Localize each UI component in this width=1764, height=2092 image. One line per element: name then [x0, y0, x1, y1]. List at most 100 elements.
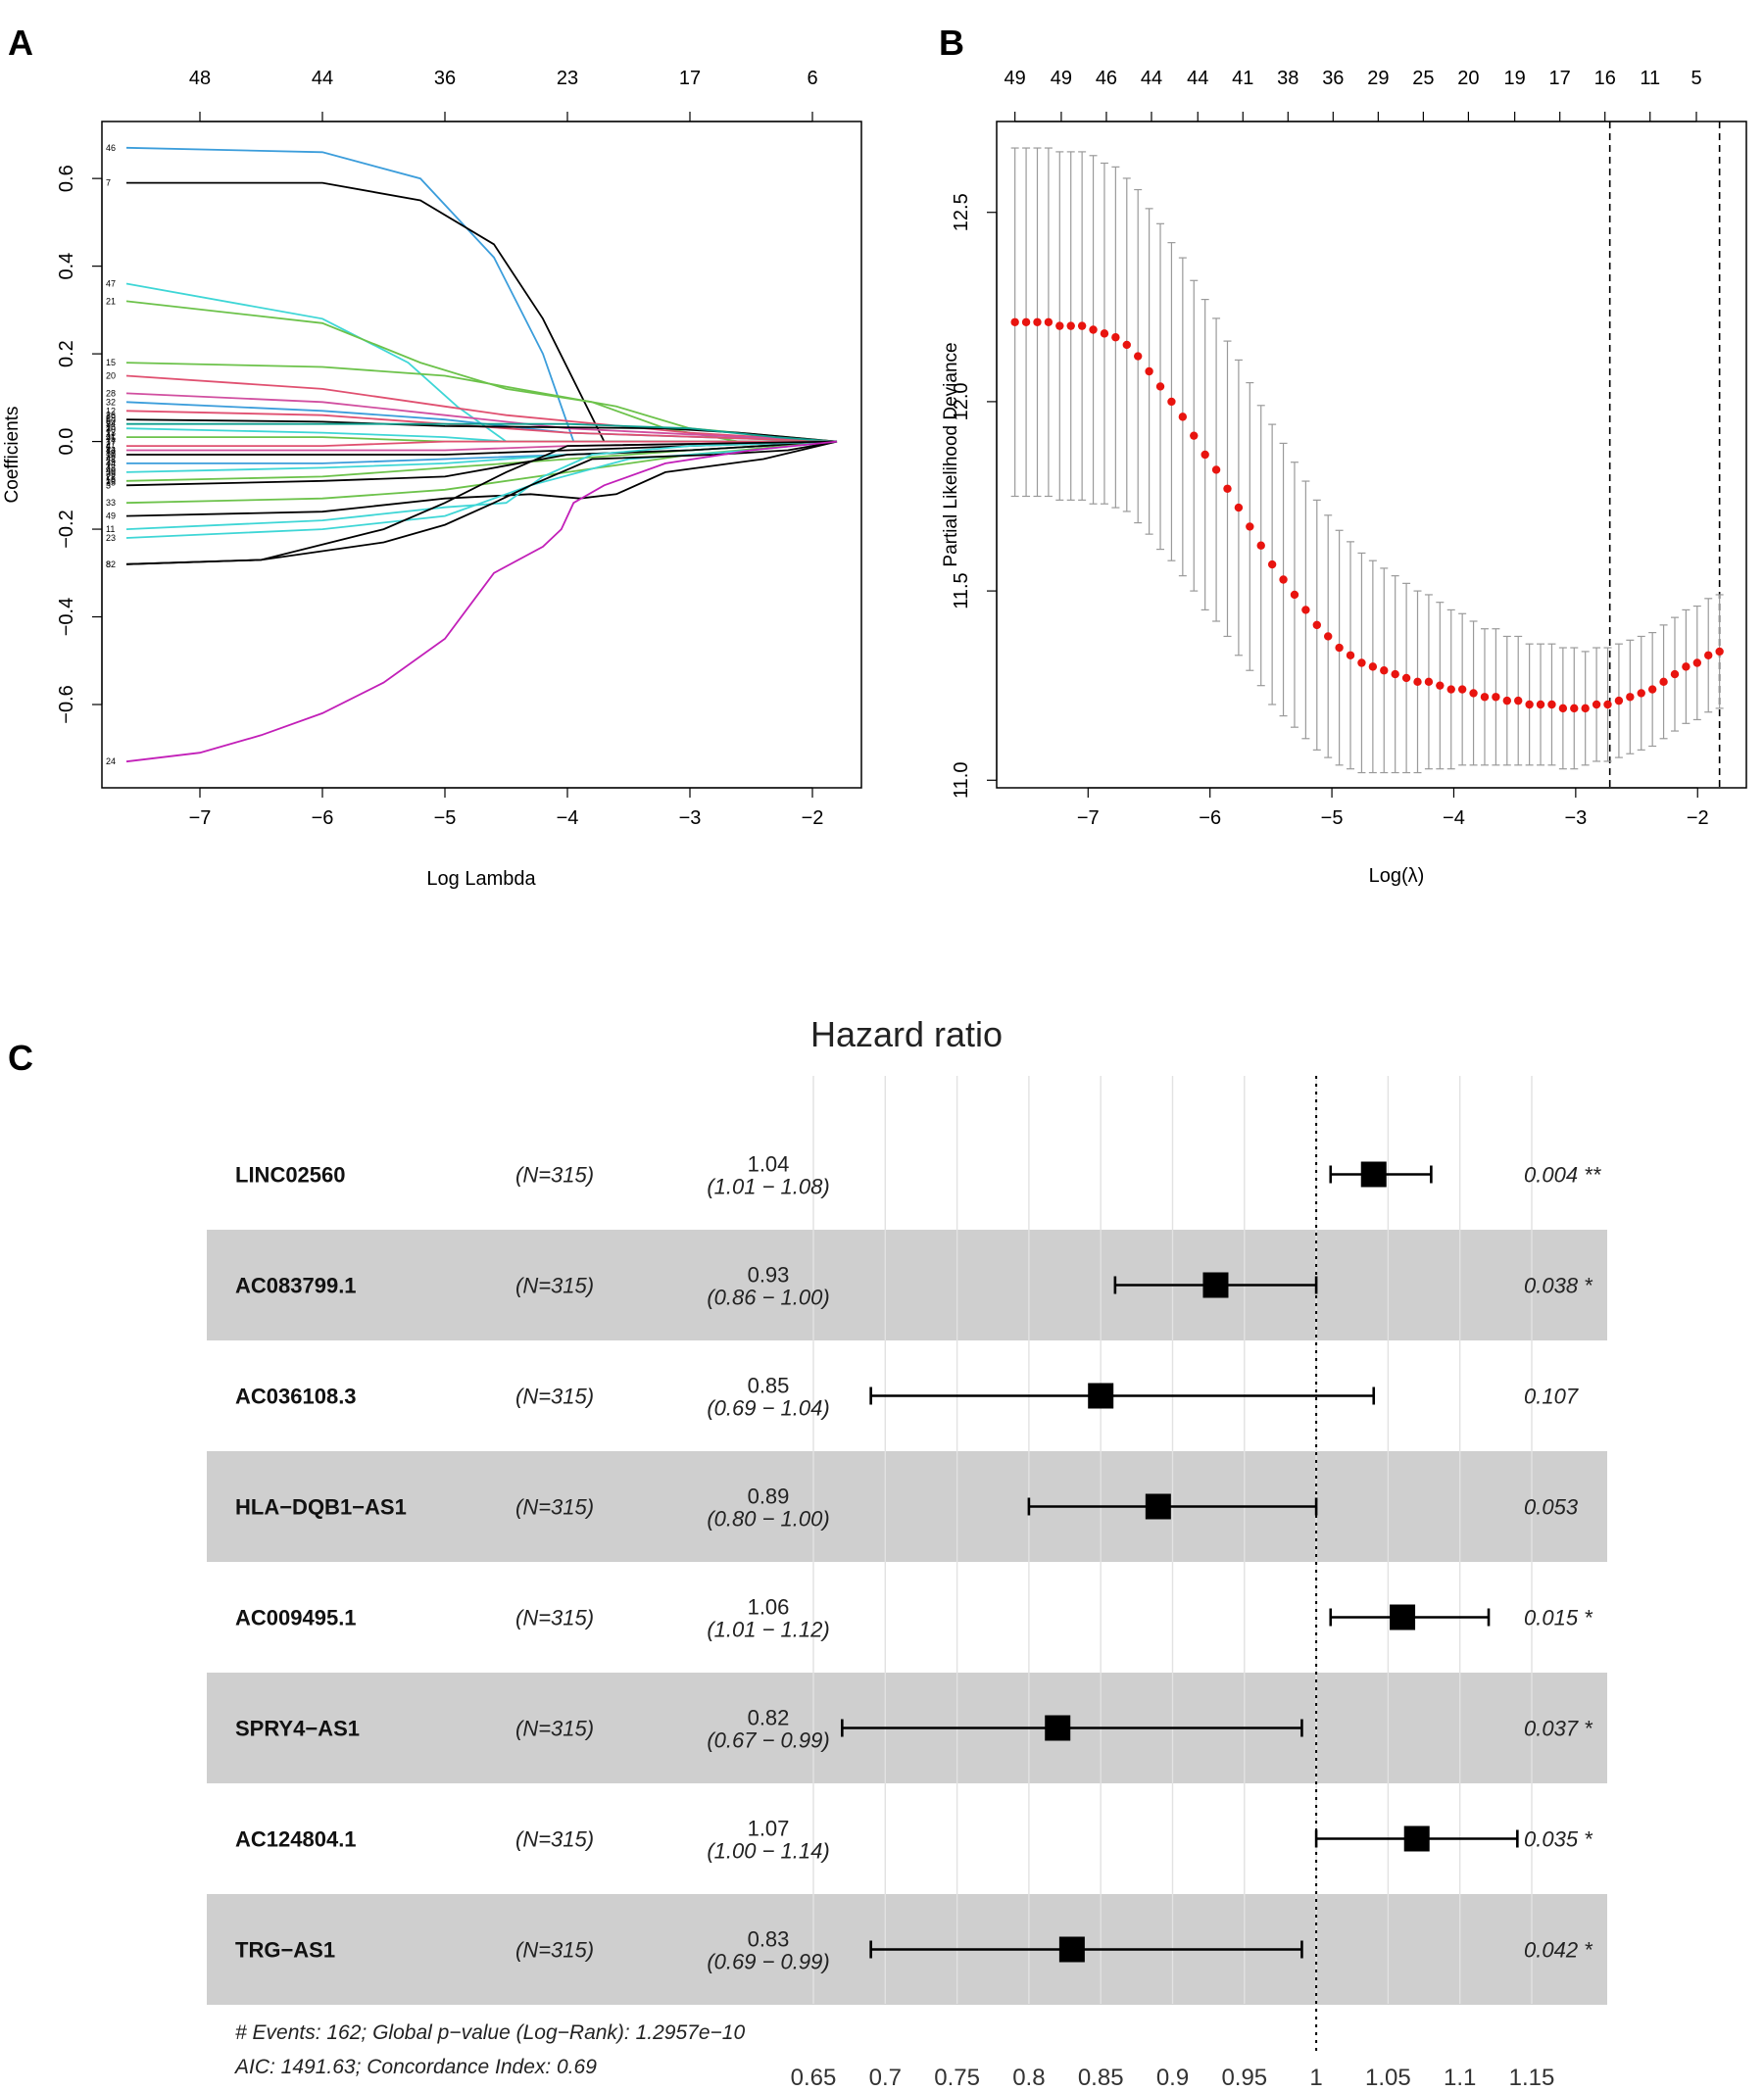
panel-b-mean-point [1211, 465, 1221, 474]
panel-c-hr-point [1045, 1715, 1071, 1741]
panel-c-row-hr: 0.82 [748, 1706, 790, 1730]
panel-b-x-tick-label: −2 [1687, 807, 1709, 829]
panel-a-curve-label: 26 [106, 411, 116, 420]
panel-c-row-n: (N=315) [515, 1274, 594, 1298]
panel-a-series-line-4 [126, 440, 837, 447]
panel-b-top-tick-label: 38 [1277, 68, 1298, 89]
panel-b-mean-point [1715, 647, 1724, 657]
panel-b-mean-points [1010, 317, 1724, 713]
panel-c-row-hr: 0.93 [748, 1263, 790, 1288]
panel-c-row-hr: 0.83 [748, 1927, 790, 1952]
panel-a-top-tick-label: 36 [434, 68, 456, 89]
panel-a-curve-label: 82 [106, 559, 116, 569]
panel-c-x-tick-label: 0.7 [869, 2065, 902, 2091]
panel-b-mean-point [1021, 317, 1031, 326]
panel-c-x-tick-label: 0.8 [1012, 2065, 1045, 2091]
panel-b-mean-point [1312, 620, 1321, 630]
panel-c-x-tick-label: 0.9 [1156, 2065, 1189, 2091]
panel-c-hr-point [1145, 1493, 1171, 1520]
panel-b-top-tick-label: 49 [1051, 68, 1072, 89]
panel-c-x-tick-label: 0.75 [934, 2065, 980, 2091]
panel-b-top-tick-label: 44 [1187, 68, 1208, 89]
panel-c-row-p: 0.042 * [1524, 1938, 1593, 1963]
panel-a-curve-label: 12 [106, 406, 116, 415]
panel-a-curve-label: 11 [106, 524, 115, 534]
panel-a-curve-label: 40 [106, 465, 116, 475]
panel-c-row-n: (N=315) [515, 1717, 594, 1741]
panel-b-cross-validation-plot: −7 −6 −5 −4 −3 −2 11.0 11.5 12.0 12.5 49 49 46 44 44… [941, 68, 1747, 887]
panel-a-y-label: Coefficients [2, 407, 23, 504]
panel-b-x-tick-label: −7 [1077, 807, 1100, 829]
panel-a-top-tick-label: 23 [557, 68, 578, 89]
panel-a-curve-label: 8 [106, 559, 111, 569]
panel-b-mean-point [1704, 651, 1713, 659]
panel-c-hr-point [1403, 1825, 1430, 1852]
panel-b-mean-point [1033, 317, 1042, 326]
panel-a-curve-label: 10 [106, 450, 116, 460]
panel-b-mean-point [1190, 431, 1199, 440]
panel-a-curve-label: 22 [106, 471, 116, 481]
panel-a-curve-label: 35 [106, 468, 116, 478]
panel-b-mean-point [1391, 669, 1399, 679]
panel-b-top-tick-label: 25 [1412, 68, 1434, 89]
panel-c-row-p: 0.038 * [1524, 1274, 1593, 1298]
panel-c-row-ci: (1.01 − 1.08) [707, 1175, 829, 1199]
panel-c-row-n: (N=315) [515, 1606, 594, 1630]
panel-a-curve-label: 14 [106, 446, 116, 456]
panel-c-row-p: 0.004 ** [1524, 1163, 1602, 1188]
panel-b-mean-point [1469, 689, 1478, 698]
panel-b-mean-point [1457, 685, 1467, 694]
panel-b-mean-point [1626, 693, 1635, 702]
panel-a-curve-label: 36 [106, 467, 116, 477]
panel-b-mean-point [1536, 700, 1545, 709]
panel-a-curve-label: 3 [106, 480, 111, 490]
panel-a-y-tick-label: 0.2 [56, 340, 77, 367]
panel-a-top-tick-label: 6 [807, 68, 817, 89]
panel-b-mean-point [1581, 704, 1590, 713]
panel-a-curve-label: 50 [106, 416, 116, 426]
panel-letter-a: A [8, 23, 33, 63]
panel-c-row-ci: (1.01 − 1.12) [707, 1618, 829, 1642]
panel-c-hr-point [1390, 1604, 1416, 1630]
panel-b-mean-point [1558, 704, 1568, 713]
panel-a-curve-label: 45 [106, 434, 116, 444]
panel-b-mean-point [1436, 681, 1445, 690]
panel-c-row-p: 0.037 * [1524, 1717, 1593, 1741]
panel-a-curve-label: 31 [106, 432, 116, 442]
panel-b-mean-point [1290, 590, 1299, 600]
panel-a-series-line-3 [125, 440, 838, 487]
panel-c-rows: LINC02560 (N=315) 1.04(1.01 − 1.08) 0.004 *… [235, 1152, 1602, 1974]
panel-b-mean-point [1670, 669, 1680, 679]
panel-c-x-tick-label: 0.65 [791, 2065, 837, 2091]
panel-c-forest-plot: Hazard ratio LINC02560 (N=315) 1.04(1.01 −… [207, 1014, 1607, 2091]
panel-b-mean-point [1145, 366, 1153, 376]
panel-a-y-tick-label: 0.6 [56, 165, 77, 192]
panel-c-row-p: 0.053 [1524, 1495, 1579, 1520]
panel-b-mean-point [1234, 503, 1244, 512]
panel-a-top-tick-label: 44 [312, 68, 333, 89]
panel-b-top-tick-label: 29 [1367, 68, 1389, 89]
panel-a-curve-label: 30 [106, 425, 116, 435]
panel-b-mean-point [1200, 450, 1209, 460]
panel-b-mean-point [1324, 632, 1333, 641]
panel-a-series-line-8 [125, 440, 838, 565]
panel-a-series-line-28 [125, 392, 838, 443]
panel-b-mean-point [1111, 333, 1120, 342]
panel-b-mean-point [1380, 666, 1389, 675]
panel-a-series-line-82 [125, 440, 838, 565]
panel-c-row-ci: (0.86 − 1.00) [707, 1286, 829, 1310]
panel-b-y-axis: 11.0 11.5 12.0 12.5 [951, 193, 998, 799]
panel-c-row-ci: (0.67 − 0.99) [707, 1728, 829, 1753]
panel-a-curve-labels: 4674721152028321259231414104436193334911… [106, 143, 116, 766]
panel-c-row-name: AC036108.3 [235, 1385, 357, 1409]
panel-c-row-name: AC083799.1 [235, 1274, 357, 1298]
panel-b-mean-point [1502, 696, 1512, 705]
panel-c-footnote-events: # Events: 162; Global p−value (Log−Rank)… [235, 2021, 745, 2044]
panel-b-mean-point [1592, 700, 1601, 709]
panel-b-y-tick-label: 12.5 [951, 193, 972, 231]
panel-c-row-ci: (0.69 − 1.04) [707, 1396, 829, 1421]
panel-b-x-label: Log(λ) [1369, 865, 1425, 887]
panel-a-series-line-11 [125, 440, 838, 530]
panel-b-error-bars [1010, 147, 1724, 774]
